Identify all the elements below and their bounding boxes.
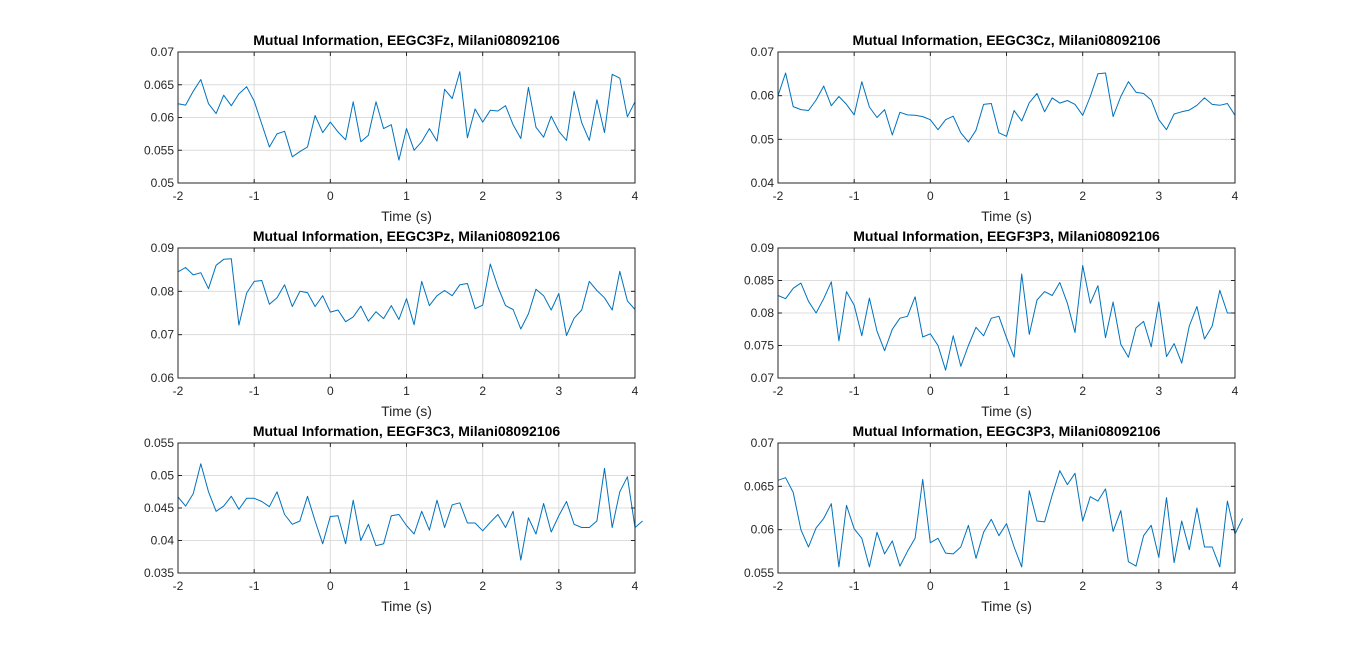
x-tick-label: 0 (327, 189, 334, 203)
x-tick-label: -2 (173, 189, 184, 203)
x-tick-label: -1 (849, 384, 860, 398)
x-tick-label: 3 (555, 189, 562, 203)
x-tick-label: 2 (479, 189, 486, 203)
subplot-2: -2 -1 0 1 2 3 4 0.04 0.05 0.06 0.07 Mutual Informat… (751, 32, 1239, 224)
chart-title: Mutual Information, EEGF3C3, Milani08092… (253, 423, 561, 439)
chart-title: Mutual Information, EEGC3Cz, Milani08092… (852, 32, 1160, 48)
x-tick-label: 0 (927, 384, 934, 398)
x-tick-label: 2 (1079, 384, 1086, 398)
x-tick-label: -2 (173, 384, 184, 398)
x-tick-label: 1 (403, 384, 410, 398)
x-tick-label: 1 (1003, 189, 1010, 203)
y-tick-label: 0.065 (144, 78, 174, 92)
y-tick-label: 0.05 (151, 176, 175, 190)
series-line (777, 470, 1244, 568)
y-tick-label: 0.075 (744, 339, 774, 353)
y-tick-label: 0.07 (751, 436, 775, 450)
x-tick-label: 1 (403, 579, 410, 593)
subplot-3: -2 -1 0 1 2 3 4 0.06 0.07 0.08 0.09 Mutual Informat… (151, 228, 639, 419)
y-tick-label: 0.07 (751, 45, 775, 59)
x-tick-label: 0 (327, 384, 334, 398)
x-tick-label: 4 (1232, 384, 1239, 398)
x-tick-label: 4 (632, 189, 639, 203)
x-tick-label: 0 (327, 579, 334, 593)
y-tick-label: 0.08 (151, 284, 175, 298)
x-tick-label: -2 (173, 579, 184, 593)
y-tick-label: 0.09 (751, 241, 775, 255)
x-tick-label: 4 (1232, 579, 1239, 593)
y-tick-label: 0.06 (751, 523, 775, 537)
x-tick-label: 0 (927, 189, 934, 203)
x-tick-label: 4 (632, 384, 639, 398)
x-tick-label: -2 (773, 189, 784, 203)
x-axis-label: Time (s) (381, 403, 432, 419)
x-tick-label: 2 (479, 579, 486, 593)
series-line (777, 72, 1236, 143)
x-tick-label: 3 (1155, 384, 1162, 398)
y-tick-label: 0.065 (744, 479, 774, 493)
x-tick-label: 2 (1079, 579, 1086, 593)
x-axis-label: Time (s) (381, 598, 432, 614)
series-line (177, 71, 636, 161)
subplot-1: -2 -1 0 1 2 3 4 0.05 0.055 0.06 0.065 0.07 Mutual In… (144, 32, 639, 224)
subplot-4: -2 -1 0 1 2 3 4 0.07 0.075 0.08 0.085 0.09 Mutual In… (744, 228, 1239, 419)
x-tick-label: -1 (249, 384, 260, 398)
x-tick-label: 3 (555, 384, 562, 398)
chart-title: Mutual Information, EEGC3Pz, Milani08092… (253, 228, 561, 244)
x-tick-label: 4 (1232, 189, 1239, 203)
x-tick-label: -2 (773, 579, 784, 593)
x-axis-label: Time (s) (981, 598, 1032, 614)
y-tick-label: 0.04 (151, 534, 175, 548)
y-tick-label: 0.07 (151, 45, 175, 59)
y-tick-label: 0.045 (144, 501, 174, 515)
x-tick-label: 3 (1155, 579, 1162, 593)
y-tick-label: 0.05 (151, 469, 175, 483)
x-tick-label: 1 (403, 189, 410, 203)
subplot-5: -2 -1 0 1 2 3 4 0.035 0.04 0.045 0.05 0.055 Mutual I… (144, 423, 643, 614)
chart-title: Mutual Information, EEGC3Fz, Milani08092… (253, 32, 560, 48)
y-tick-label: 0.055 (744, 566, 774, 580)
x-tick-label: 1 (1003, 579, 1010, 593)
x-axis-label: Time (s) (981, 208, 1032, 224)
y-tick-label: 0.08 (751, 306, 775, 320)
x-tick-label: 2 (1079, 189, 1086, 203)
y-tick-label: 0.055 (144, 143, 174, 157)
y-tick-label: 0.06 (751, 89, 775, 103)
series-line (177, 258, 636, 336)
x-tick-label: -1 (849, 189, 860, 203)
x-axis-label: Time (s) (381, 208, 432, 224)
y-tick-label: 0.035 (144, 566, 174, 580)
chart-title: Mutual Information, EEGF3P3, Milani08092… (853, 228, 1160, 244)
x-tick-label: 3 (555, 579, 562, 593)
series-line (777, 265, 1235, 371)
x-tick-label: -1 (249, 189, 260, 203)
x-tick-label: 0 (927, 579, 934, 593)
chart-title: Mutual Information, EEGC3P3, Milani08092… (852, 423, 1160, 439)
y-tick-label: 0.04 (751, 176, 775, 190)
y-tick-label: 0.06 (151, 111, 175, 125)
y-tick-label: 0.055 (144, 436, 174, 450)
x-tick-label: -2 (773, 384, 784, 398)
y-tick-label: 0.07 (751, 371, 775, 385)
y-tick-label: 0.05 (751, 132, 775, 146)
y-tick-label: 0.06 (151, 371, 175, 385)
x-tick-label: -1 (249, 579, 260, 593)
x-tick-label: 2 (479, 384, 486, 398)
x-tick-label: 4 (632, 579, 639, 593)
y-tick-label: 0.085 (744, 274, 774, 288)
y-tick-label: 0.09 (151, 241, 175, 255)
x-tick-label: 1 (1003, 384, 1010, 398)
subplot-6: -2 -1 0 1 2 3 4 0.055 0.06 0.065 0.07 Mutual Inform… (744, 423, 1244, 614)
y-tick-label: 0.07 (151, 328, 175, 342)
series-line (177, 463, 643, 561)
x-tick-label: -1 (849, 579, 860, 593)
x-tick-label: 3 (1155, 189, 1162, 203)
x-axis-label: Time (s) (981, 403, 1032, 419)
